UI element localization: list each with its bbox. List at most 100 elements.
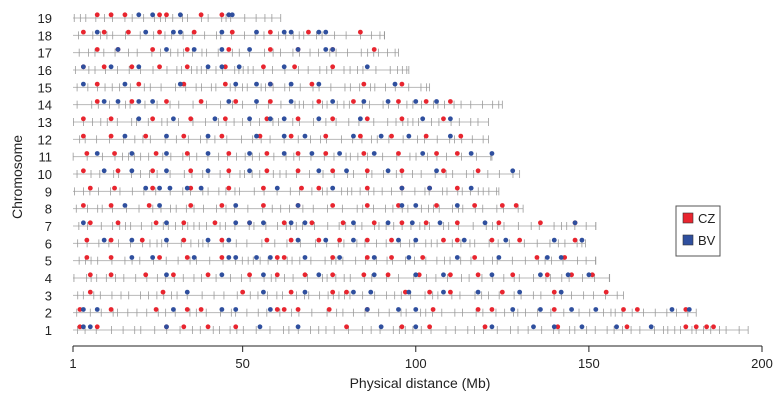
cz-point — [330, 64, 336, 70]
bv-point — [323, 237, 329, 243]
cz-point — [489, 307, 495, 312]
cz-point — [434, 203, 439, 208]
bv-point — [413, 99, 419, 104]
bv-point — [475, 289, 481, 295]
chromosome-label: 6 — [45, 236, 52, 251]
cz-point — [569, 272, 574, 278]
cz-point — [157, 255, 162, 260]
cz-point — [344, 324, 349, 330]
bv-point — [357, 116, 363, 122]
bv-point — [219, 47, 225, 52]
cz-point — [205, 324, 211, 330]
cz-point — [472, 255, 478, 260]
bv-point — [233, 307, 239, 312]
cz-point — [364, 185, 370, 191]
cz-point — [80, 116, 86, 122]
cz-point — [115, 168, 121, 174]
cz-point — [264, 237, 270, 243]
bv-point — [496, 255, 502, 260]
chromosome-label: 17 — [38, 46, 52, 61]
cz-point — [364, 255, 370, 260]
cz-point — [108, 133, 114, 139]
chromosome-label: 18 — [38, 28, 52, 43]
cz-point — [264, 168, 270, 174]
bv-point — [212, 116, 218, 122]
cz-point — [302, 272, 308, 278]
cz-point — [551, 289, 557, 295]
chromosome-tracks — [72, 14, 749, 334]
bv-point — [247, 47, 252, 52]
cz-point — [94, 12, 100, 18]
bv-point — [136, 116, 142, 122]
cz-point — [87, 220, 93, 226]
bv-point — [177, 12, 183, 18]
cz-point — [139, 237, 145, 243]
bv-point — [164, 220, 169, 226]
bv-point — [164, 272, 169, 278]
cz-point — [240, 289, 246, 295]
cz-point — [157, 29, 162, 35]
bv-point — [316, 29, 322, 35]
cz-point — [330, 289, 336, 295]
cz-point — [153, 220, 159, 226]
cz-point — [77, 324, 83, 330]
bv-point — [337, 255, 342, 260]
chromosome-label: 7 — [45, 219, 52, 234]
cz-point — [364, 168, 370, 174]
bv-point — [164, 133, 169, 139]
bv-point — [233, 220, 239, 226]
bv-point — [371, 272, 377, 278]
cz-point — [80, 168, 86, 174]
x-tick-label: 150 — [578, 356, 600, 371]
cz-point — [281, 307, 287, 312]
bv-point — [288, 220, 294, 226]
bv-point — [569, 307, 574, 312]
bv-point — [565, 272, 571, 278]
bv-point — [164, 47, 169, 52]
bv-point — [295, 203, 301, 208]
cz-point — [94, 47, 100, 52]
bv-point — [164, 151, 169, 156]
bv-point — [129, 237, 135, 243]
bv-point — [171, 307, 176, 312]
cz-point — [323, 151, 329, 156]
bv-point — [295, 237, 301, 243]
cz-point — [295, 168, 301, 174]
cz-point — [143, 133, 149, 139]
bv-point — [330, 99, 336, 104]
bv-point — [267, 81, 273, 87]
bv-point — [406, 133, 412, 139]
chromosome-label: 8 — [45, 202, 52, 217]
bv-point — [420, 151, 426, 156]
bv-point — [136, 12, 142, 18]
cz-point — [544, 272, 550, 278]
bv-point — [406, 255, 412, 260]
cz-point — [499, 203, 505, 208]
bv-point — [167, 185, 173, 191]
bv-point — [261, 272, 266, 278]
bv-point — [295, 324, 301, 330]
bv-point — [396, 237, 401, 243]
bv-point — [80, 307, 86, 312]
cz-point — [441, 237, 446, 243]
bv-point — [177, 29, 183, 35]
cz-point — [143, 272, 149, 278]
bv-point — [247, 151, 252, 156]
bv-point — [399, 185, 405, 191]
legend-swatch-bv — [682, 234, 694, 246]
bv-point — [413, 307, 419, 312]
cz-point — [198, 12, 204, 18]
cz-point — [108, 307, 114, 312]
bv-point — [316, 272, 322, 278]
bv-point — [143, 29, 149, 35]
cz-point — [264, 116, 270, 122]
cz-point — [146, 203, 152, 208]
cz-point — [157, 64, 162, 70]
cz-point — [226, 151, 232, 156]
cz-point — [157, 12, 162, 18]
cz-point — [171, 272, 176, 278]
bv-point — [171, 29, 176, 35]
cz-point — [136, 81, 142, 87]
cz-point — [184, 151, 190, 156]
bv-point — [205, 64, 211, 70]
